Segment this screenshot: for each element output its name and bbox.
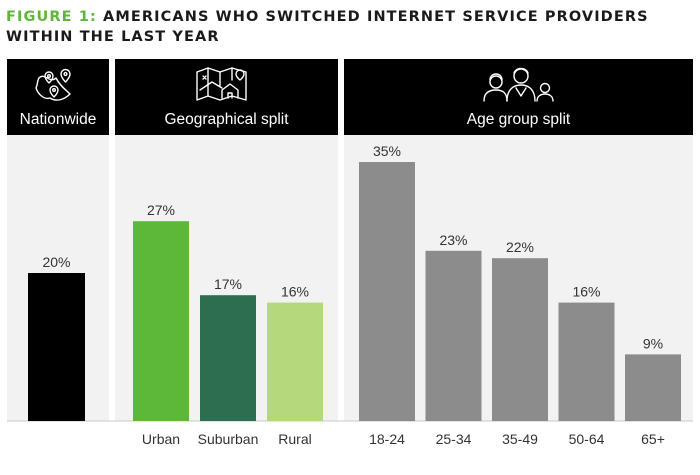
category-label-65-: 65+ bbox=[641, 431, 665, 447]
category-label-urban: Urban bbox=[142, 431, 180, 447]
location-pins-icon bbox=[35, 68, 71, 101]
category-label-rural: Rural bbox=[278, 431, 311, 447]
category-label-18-24: 18-24 bbox=[369, 431, 405, 447]
value-label-geographical-urban: 27% bbox=[147, 202, 175, 218]
bar-geographical-suburban bbox=[200, 295, 256, 421]
value-label-age-18-24: 35% bbox=[373, 143, 401, 159]
figure-title-line1: AMERICANS WHO SWITCHED INTERNET SERVICE … bbox=[103, 9, 649, 25]
category-label-35-49: 35-49 bbox=[502, 431, 538, 447]
header-geographical bbox=[115, 59, 338, 135]
header-label-age: Age group split bbox=[467, 111, 571, 128]
bar-geographical-urban bbox=[133, 221, 189, 421]
value-label-age-65-: 9% bbox=[643, 335, 663, 351]
value-label-age-50-64: 16% bbox=[572, 284, 600, 300]
value-label-geographical-suburban: 17% bbox=[214, 276, 242, 292]
bar-age-18-24 bbox=[359, 162, 415, 421]
bar-nationwide-nationwide bbox=[28, 273, 85, 421]
bar-geographical-rural bbox=[267, 302, 323, 421]
figure-title-line2: WITHIN THE LAST YEAR bbox=[6, 29, 220, 45]
value-label-geographical-rural: 16% bbox=[281, 284, 309, 300]
figure-number: FIGURE 1: bbox=[6, 9, 97, 25]
category-label-suburban: Suburban bbox=[198, 431, 259, 447]
bar-age-35-49 bbox=[492, 258, 548, 421]
header-nationwide bbox=[7, 59, 109, 135]
bar-age-25-34 bbox=[425, 250, 482, 421]
family-group-icon bbox=[483, 67, 554, 102]
value-label-age-25-34: 23% bbox=[439, 232, 467, 248]
value-label-nationwide-nationwide: 20% bbox=[42, 254, 70, 270]
value-label-age-35-49: 22% bbox=[506, 239, 534, 255]
bar-age-50-64 bbox=[558, 302, 615, 421]
category-label-25-34: 25-34 bbox=[436, 431, 472, 447]
figure-title: FIGURE 1: AMERICANS WHO SWITCHED INTERNE… bbox=[6, 7, 696, 47]
chart-marks: 20% 27% Urban 17% Suburban 16% Rural 35% 18-24 23… bbox=[28, 143, 681, 447]
category-label-50-64: 50-64 bbox=[569, 431, 605, 447]
bar-age-65- bbox=[625, 354, 681, 421]
header-age bbox=[344, 59, 693, 135]
map-house-icon bbox=[196, 67, 247, 101]
header-label-geographical: Geographical split bbox=[164, 111, 289, 128]
header-label-nationwide: Nationwide bbox=[20, 111, 97, 128]
